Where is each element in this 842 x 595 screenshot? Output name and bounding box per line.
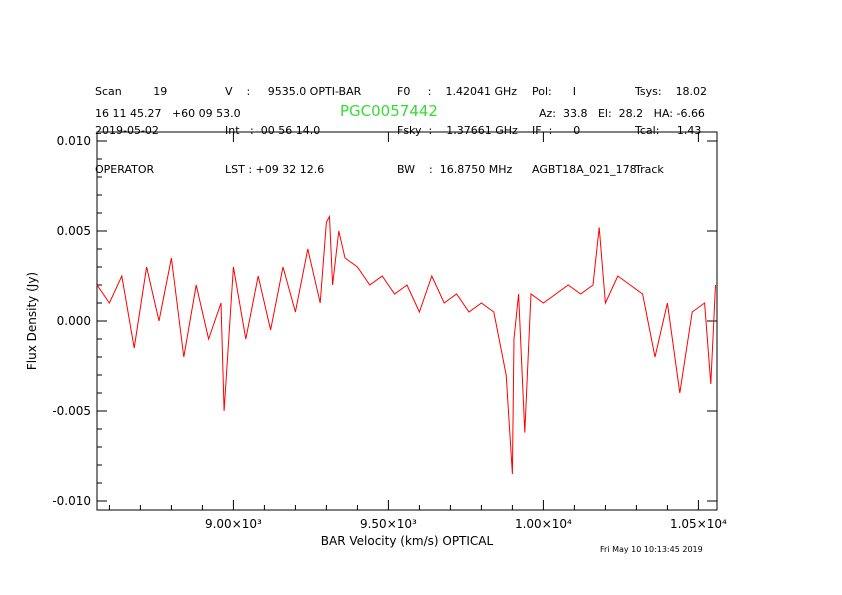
track-line: Track xyxy=(635,163,664,176)
header-col-pol: Pol: I IF : 0 AGBT18A_021_178 xyxy=(532,59,637,189)
y-tick-label: 0.000 xyxy=(57,314,91,328)
y-axis-label: Flux Density (Jy) xyxy=(25,272,39,370)
az-el-ha: Az: 33.8 El: 28.2 HA: -6.66 xyxy=(539,107,705,120)
header-col-frequency: F0 : 1.42041 GHz Fsky : 1.37661 GHz BW :… xyxy=(397,59,518,189)
scan-line: Scan 19 xyxy=(95,85,168,98)
f0-line: F0 : 1.42041 GHz xyxy=(397,85,518,98)
coordinates: 16 11 45.27 +60 09 53.0 xyxy=(95,107,241,120)
x-tick-label: 9.00×10³ xyxy=(205,517,262,531)
fsky-line: Fsky : 1.37661 GHz xyxy=(397,124,518,137)
date-line: 2019-05-02 xyxy=(95,124,159,137)
tcal-line: Tcal: 1.43 xyxy=(635,124,702,137)
if-line: IF : 0 xyxy=(532,124,581,137)
spectrum-trace xyxy=(96,214,716,475)
x-tick-label: 1.05×10⁴ xyxy=(670,517,727,531)
tsys-line: Tsys: 18.02 xyxy=(635,85,708,98)
y-tick-label: -0.010 xyxy=(52,494,91,508)
y-tick-label: 0.010 xyxy=(57,134,91,148)
header-col-tsys: Tsys: 18.02 Tcal: 1.43 Track xyxy=(635,59,707,189)
header-col-velocity: V : 9535.0 OPTI-BAR Int : 00 56 14.0 LST… xyxy=(225,59,361,189)
y-tick-label: 0.005 xyxy=(57,224,91,238)
x-tick-label: 1.00×10⁴ xyxy=(515,517,572,531)
source-name: PGC0057442 xyxy=(340,102,438,120)
bw-line: BW : 16.8750 MHz xyxy=(397,163,513,176)
project-line: AGBT18A_021_178 xyxy=(532,163,637,176)
x-tick-label: 9.50×10³ xyxy=(360,517,417,531)
integration-line: Int : 00 56 14.0 xyxy=(225,124,321,137)
velocity-line: V : 9535.0 OPTI-BAR xyxy=(225,85,362,98)
y-tick-label: -0.005 xyxy=(52,404,91,418)
x-axis-label: BAR Velocity (km/s) OPTICAL xyxy=(321,534,494,548)
operator-line: OPERATOR xyxy=(95,163,155,176)
lst-line: LST : +09 32 12.6 xyxy=(225,163,325,176)
pol-line: Pol: I xyxy=(532,85,576,98)
timestamp: Fri May 10 10:13:45 2019 xyxy=(600,545,703,554)
header-col-scan: Scan 19 2019-05-02 OPERATOR xyxy=(95,59,167,189)
